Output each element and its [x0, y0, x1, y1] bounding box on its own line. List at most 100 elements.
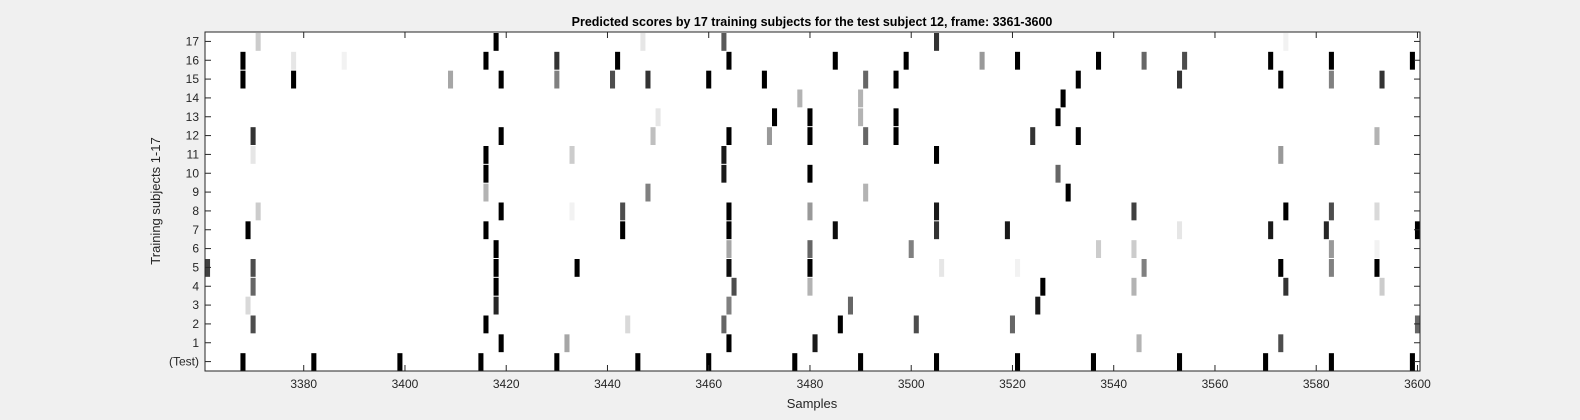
heatmap-cell — [721, 315, 727, 334]
heatmap-cell — [397, 353, 403, 371]
heatmap-cell — [1040, 277, 1046, 296]
heatmap-cell — [240, 353, 246, 371]
heatmap-cell — [939, 259, 945, 277]
heatmap-cell — [625, 315, 631, 334]
heatmap-cell — [1136, 334, 1142, 353]
heatmap-cell — [448, 70, 454, 89]
heatmap-cell — [655, 108, 661, 127]
y-tick-label: 13 — [186, 110, 200, 124]
heatmap-cell — [934, 146, 940, 164]
heatmap-cell — [1283, 277, 1289, 296]
heatmap-cell — [1075, 127, 1081, 145]
heatmap-cell — [832, 51, 838, 70]
heatmap-cell — [1374, 259, 1380, 277]
heatmap-cell — [772, 108, 778, 127]
heatmap-cell — [979, 51, 985, 70]
heatmap-cell — [1141, 51, 1147, 70]
heatmap-cell — [255, 33, 261, 51]
heatmap-cell — [1035, 296, 1041, 315]
heatmap-cell — [1015, 51, 1021, 70]
heatmap-cell — [1182, 51, 1188, 70]
heatmap-cell — [483, 221, 489, 240]
heatmap-cell — [858, 353, 864, 371]
heatmap-cell — [807, 277, 813, 296]
heatmap-cell — [240, 51, 246, 70]
heatmap-cell — [610, 70, 616, 89]
x-tick-label: 3420 — [493, 377, 520, 391]
heatmap-cell — [635, 353, 641, 371]
heatmap-cell — [615, 51, 621, 70]
heatmap-cell — [245, 221, 251, 240]
x-tick-label: 3380 — [290, 377, 317, 391]
heatmap-cell — [807, 259, 813, 277]
heatmap-cell — [721, 164, 727, 183]
y-axis-label: Training subjects 1-17 — [148, 137, 163, 264]
heatmap-cell — [250, 277, 256, 296]
heatmap-cell — [498, 70, 504, 89]
heatmap-cell — [1278, 70, 1284, 89]
x-tick-label: 3520 — [999, 377, 1026, 391]
y-tick-label: 14 — [186, 91, 200, 105]
heatmap-cell — [847, 296, 853, 315]
heatmap-cell — [493, 277, 499, 296]
heatmap-cell — [1268, 221, 1274, 240]
y-tick-label: 8 — [192, 204, 199, 218]
x-tick-label: 3560 — [1202, 377, 1229, 391]
y-tick-label: (Test) — [169, 355, 199, 369]
heatmap-cell — [1131, 240, 1137, 258]
heatmap-cell — [650, 127, 656, 145]
heatmap-cell — [934, 33, 940, 51]
heatmap-cell — [1374, 202, 1380, 221]
y-tick-label: 5 — [192, 260, 199, 274]
heatmap-cell — [1131, 202, 1137, 221]
heatmap-cell — [1328, 202, 1334, 221]
heatmap-cell — [493, 33, 499, 51]
heatmap-cell — [645, 183, 651, 202]
heatmap-cell — [731, 277, 737, 296]
heatmap-cell — [726, 259, 732, 277]
heatmap-cell — [908, 240, 914, 258]
x-tick-label: 3540 — [1100, 377, 1127, 391]
heatmap-cell — [483, 51, 489, 70]
heatmap-cell — [807, 164, 813, 183]
heatmap-cell — [934, 221, 940, 240]
heatmap-cell — [493, 259, 499, 277]
heatmap-cell — [1409, 51, 1415, 70]
heatmap-cell — [1177, 70, 1183, 89]
heatmap-cell — [1379, 277, 1385, 296]
heatmap-cell — [1409, 353, 1415, 371]
heatmap-cell — [858, 108, 864, 127]
heatmap-cell — [620, 202, 626, 221]
heatmap-cell — [1015, 259, 1021, 277]
heatmap-cell — [554, 70, 560, 89]
heatmap-cell — [1278, 146, 1284, 164]
heatmap-cell — [1328, 240, 1334, 258]
heatmap-cell — [569, 202, 575, 221]
heatmap-cell — [1060, 89, 1066, 108]
heatmap-cell — [706, 353, 712, 371]
heatmap-cell — [792, 353, 798, 371]
heatmap-cell — [291, 51, 297, 70]
heatmap-cell — [807, 127, 813, 145]
heatmap-cell — [554, 353, 560, 371]
y-tick-label: 11 — [187, 147, 200, 161]
y-tick-label: 12 — [186, 129, 200, 143]
heatmap-cell — [761, 70, 767, 89]
heatmap-cell — [564, 334, 570, 353]
y-tick-label: 2 — [192, 317, 199, 331]
heatmap-cell — [1055, 108, 1061, 127]
heatmap-cell — [554, 51, 560, 70]
heatmap-cell — [569, 146, 575, 164]
heatmap-cell — [807, 108, 813, 127]
heatmap-cell — [620, 221, 626, 240]
heatmap-cell — [1055, 164, 1061, 183]
heatmap-cell — [766, 127, 772, 145]
y-tick-label: 1 — [192, 336, 199, 350]
x-tick-label: 3440 — [594, 377, 621, 391]
heatmap-cell — [858, 89, 864, 108]
heatmap-cell — [250, 146, 256, 164]
heatmap-cell — [483, 315, 489, 334]
heatmap-cell — [726, 296, 732, 315]
heatmap-cell — [498, 127, 504, 145]
heatmap-cell — [726, 221, 732, 240]
